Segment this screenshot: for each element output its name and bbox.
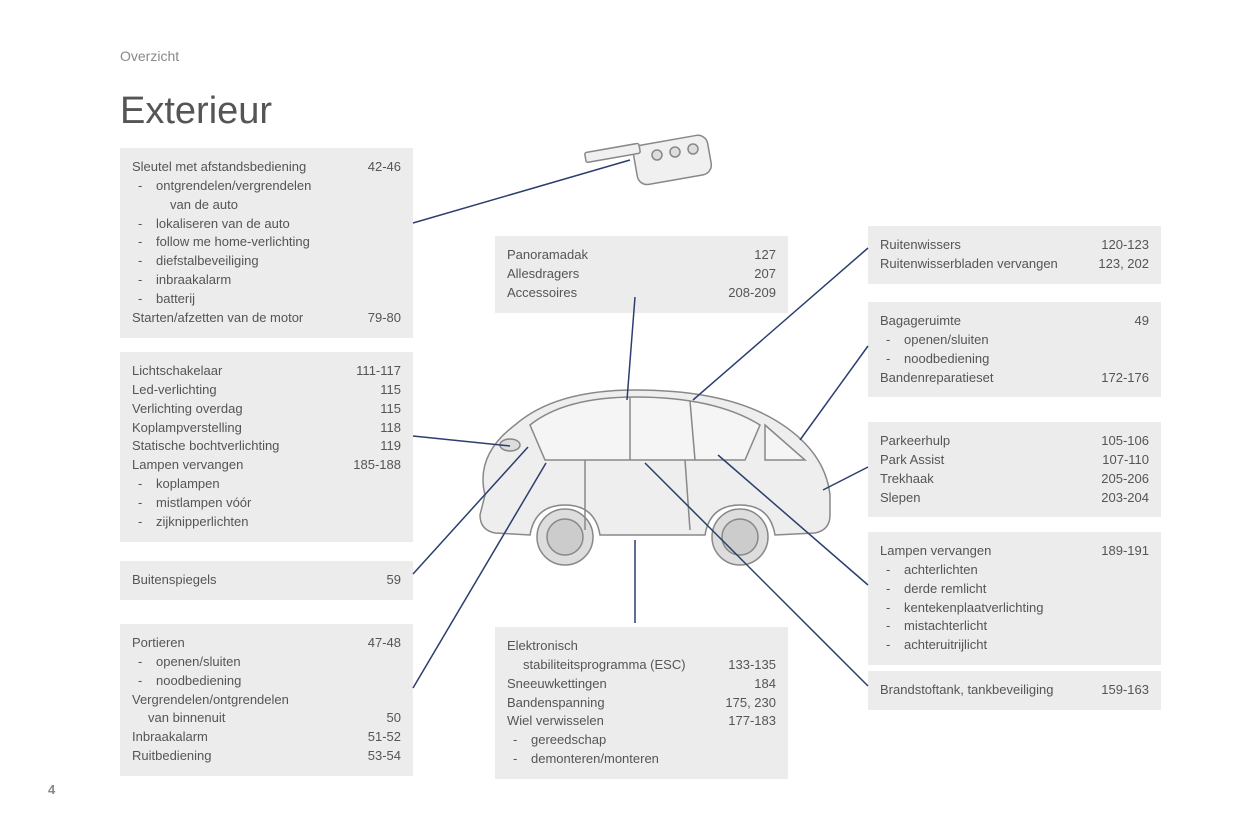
pages: 79-80 [360,309,401,328]
pages: 42-46 [360,158,401,177]
pages: 177-183 [720,712,776,731]
pages: 207 [746,265,776,284]
pages: 185-188 [345,456,401,475]
sub-item: gereedschap [507,731,776,750]
pages: 47-48 [360,634,401,653]
label: Park Assist [880,451,944,470]
sub-item: noodbediening [880,350,1149,369]
sub-item-cont: van de auto [170,197,238,212]
label: Allesdragers [507,265,579,284]
sub-item: follow me home-verlichting [132,233,401,252]
label: Trekhaak [880,470,934,489]
pages: 189-191 [1093,542,1149,561]
label: van binnenuit [132,709,225,728]
box-parking: Parkeerhulp 105-106 Park Assist 107-110 Tr… [868,422,1161,517]
box-roof: Panoramadak 127 Allesdragers 207 Accessoir… [495,236,788,313]
page-number: 4 [48,782,55,797]
sub-item: derde remlicht [880,580,1149,599]
label: Ruitenwisserbladen vervangen [880,255,1058,274]
label: Inbraakalarm [132,728,208,747]
sub-item: achterlichten [880,561,1149,580]
sub-item: demonteren/monteren [507,750,776,769]
label: Elektronisch [507,637,578,656]
box-lights: Lichtschakelaar 111-117 Led-verlichting 11… [120,352,413,542]
label: Lichtschakelaar [132,362,222,381]
label: Panoramadak [507,246,588,265]
label: Starten/afzetten van de motor [132,309,303,328]
label: Ruitenwissers [880,236,961,255]
label: Wiel verwisselen [507,712,604,731]
label: Led-verlichting [132,381,217,400]
label: Portieren [132,634,185,653]
pages: 50 [379,709,401,728]
pages: 119 [372,437,401,456]
pages: 118 [372,419,401,438]
label: Ruitbediening [132,747,212,766]
box-trunk: Bagageruimte 49 openen/sluiten noodbedien… [868,302,1161,397]
key-illustration [575,110,735,205]
label: Verlichting overdag [132,400,243,419]
label: Bandenspanning [507,694,605,713]
sub-item: inbraakalarm [132,271,401,290]
pages: 203-204 [1093,489,1149,508]
sub-item: kentekenplaatverlichting [880,599,1149,618]
sub-item: batterij [132,290,401,309]
pages: 115 [372,400,401,419]
sub-item: ontgrendelen/vergrendelen [132,177,401,196]
box-key-remote: Sleutel met afstandsbediening 42-46 ontgr… [120,148,413,338]
label: Brandstoftank, tankbeveiliging [880,681,1053,700]
pages: 107-110 [1094,451,1149,470]
box-esc-wheels: Elektronisch stabiliteitsprogramma (ESC)… [495,627,788,779]
pages: 175, 230 [717,694,776,713]
page-title: Exterieur [120,90,272,133]
pages: 172-176 [1093,369,1149,388]
pages: 127 [746,246,776,265]
breadcrumb: Overzicht [120,48,179,64]
pages: 51-52 [360,728,401,747]
sub-item: noodbediening [132,672,401,691]
pages: 105-106 [1093,432,1149,451]
label: Lampen vervangen [132,456,243,475]
box-wipers: Ruitenwissers 120-123 Ruitenwisserbladen … [868,226,1161,284]
label: Buitenspiegels [132,571,217,590]
sub-item: openen/sluiten [132,653,401,672]
pages: 208-209 [720,284,776,303]
pages: 59 [379,571,401,590]
sub-item: achteruitrijlicht [880,636,1149,655]
pages: 115 [372,381,401,400]
box-mirrors: Buitenspiegels 59 [120,561,413,600]
label: Sneeuwkettingen [507,675,607,694]
label: stabiliteitsprogramma (ESC) [507,656,686,675]
box-fuel: Brandstoftank, tankbeveiliging 159-163 [868,671,1161,710]
label: Bandenreparatieset [880,369,993,388]
sub-item: diefstalbeveiliging [132,252,401,271]
pages: 133-135 [720,656,776,675]
sub-item: openen/sluiten [880,331,1149,350]
car-illustration [465,365,845,580]
pages: 49 [1127,312,1149,331]
pages: 205-206 [1093,470,1149,489]
pages: 111-117 [348,362,401,381]
pages: 120-123 [1093,236,1149,255]
label: Vergrendelen/ontgrendelen [132,691,289,710]
pages: 184 [746,675,776,694]
box-doors: Portieren 47-48 openen/sluiten noodbedien… [120,624,413,776]
label: Parkeerhulp [880,432,950,451]
sub-item: koplampen [132,475,401,494]
label: Lampen vervangen [880,542,991,561]
label: Koplampverstelling [132,419,242,438]
pages: 53-54 [360,747,401,766]
label: Slepen [880,489,920,508]
label: Accessoires [507,284,577,303]
label: Statische bochtverlichting [132,437,279,456]
sub-item: zijknipperlichten [132,513,401,532]
sub-item: mistachterlicht [880,617,1149,636]
pages: 159-163 [1093,681,1149,700]
sub-item: lokaliseren van de auto [132,215,401,234]
sub-item: mistlampen vóór [132,494,401,513]
label: Bagageruimte [880,312,961,331]
label: Sleutel met afstandsbediening [132,158,306,177]
box-rear-lights: Lampen vervangen 189-191 achterlichten de… [868,532,1161,665]
pages: 123, 202 [1090,255,1149,274]
